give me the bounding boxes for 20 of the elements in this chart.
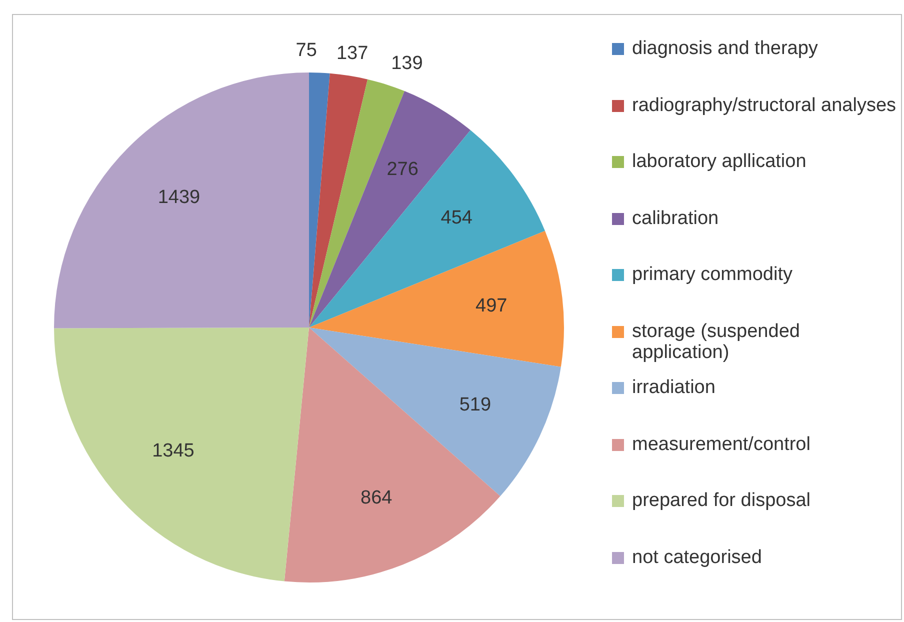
legend-label: radiography/structoral analyses (632, 94, 896, 116)
legend-label: prepared for disposal (632, 490, 810, 511)
legend-label: measurement/control (632, 434, 810, 454)
data-label: 864 (360, 488, 393, 509)
data-label: 519 (459, 394, 492, 416)
data-label: 497 (476, 295, 508, 316)
data-label: 276 (386, 158, 418, 180)
data-label: 1345 (152, 440, 194, 462)
data-label: 1439 (158, 187, 200, 208)
legend-label: primary commodity (632, 264, 792, 285)
legend-label: not categorised (632, 546, 762, 568)
data-label: 454 (440, 208, 473, 229)
legend-label: laboratory apllication (632, 151, 806, 172)
data-label: 139 (391, 52, 423, 74)
legend-label: storage (suspended application) (632, 320, 801, 362)
data-label: 75 (296, 40, 317, 61)
data-label: 137 (336, 43, 368, 64)
legend-label: diagnosis and therapy (632, 38, 818, 59)
legend-label: calibration (632, 208, 719, 228)
legend-label: irradiation (632, 377, 716, 398)
